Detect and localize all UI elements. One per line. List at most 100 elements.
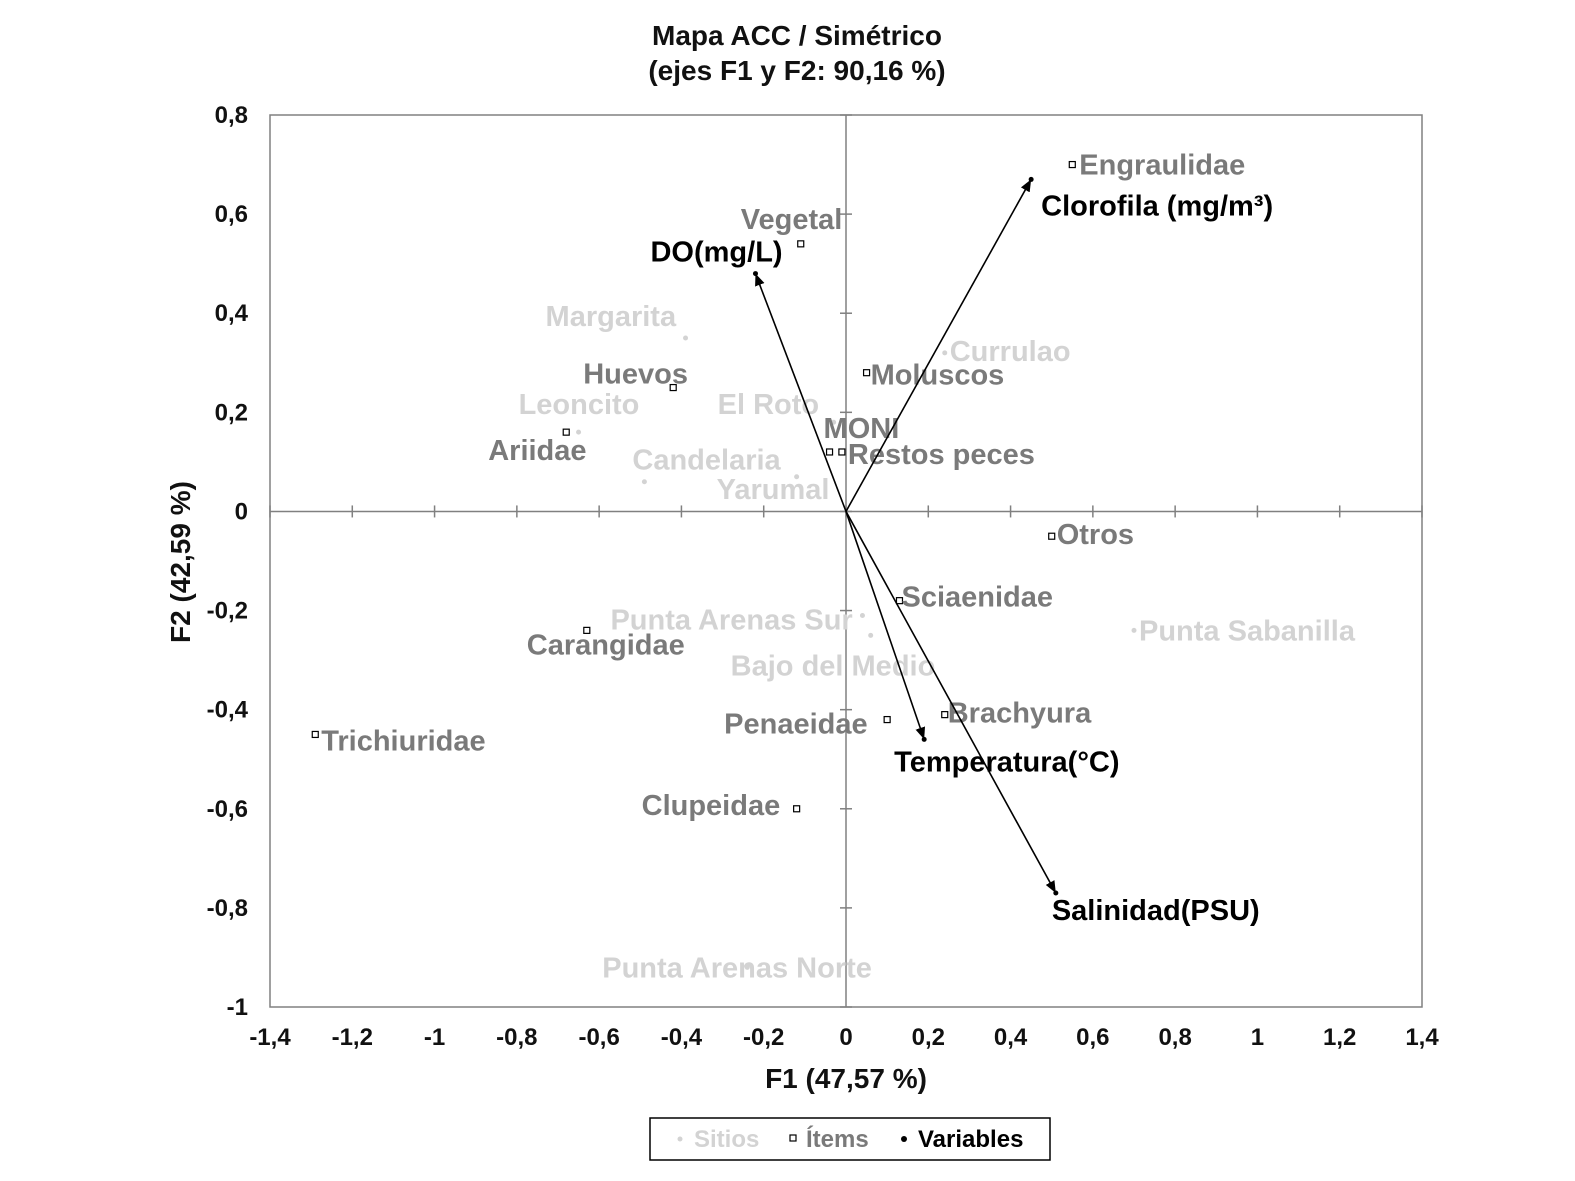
y-axis-title: F2 (42,59 %)	[165, 481, 196, 643]
site-point	[868, 632, 874, 638]
site-label: Bajo del Medio	[731, 650, 936, 682]
site-label: Candelaria	[632, 445, 781, 477]
x-tick-label: -0,8	[496, 1024, 537, 1051]
y-tick-label: 0,4	[215, 300, 249, 327]
x-tick-label: 1,2	[1323, 1024, 1356, 1051]
item-label: Trichiuridae	[321, 725, 485, 757]
legend-box	[649, 1117, 1051, 1161]
item-point	[825, 448, 834, 456]
y-tick-label: -0,2	[207, 598, 248, 625]
variable-point	[752, 271, 758, 277]
series-tems: Engraulidae Vegetal Huevos Moluscos Ariidae M…	[311, 150, 1245, 822]
x-tick-label: -1,4	[249, 1024, 291, 1051]
x-tick-label: 0	[839, 1024, 852, 1051]
legend-items-marker	[789, 1134, 797, 1142]
item-label: Otros	[1057, 519, 1134, 551]
x-tick-label: -0,2	[743, 1024, 784, 1051]
x-tick-label: -0,4	[661, 1024, 703, 1051]
item-label: Moluscos	[871, 360, 1005, 392]
axes-layer	[270, 115, 1422, 1007]
item-point	[583, 626, 591, 634]
x-tick-label: 0,8	[1158, 1024, 1191, 1051]
legend-sitios-label: Sitios	[694, 1126, 759, 1153]
series-variables: Clorofila (mg/m³) DO(mg/L) Temperatura(°C)…	[650, 176, 1273, 927]
variable-arrow	[845, 511, 1056, 894]
site-label: El Roto	[718, 389, 820, 421]
legend: Sitios Ítems Variables	[649, 1117, 1051, 1161]
site-label: Yarumal	[717, 474, 830, 506]
x-tick-label: -1,2	[332, 1024, 373, 1051]
variable-label: Temperatura(°C)	[894, 746, 1119, 778]
item-point	[1048, 532, 1056, 540]
item-point	[941, 711, 949, 719]
y-tick-label: -1	[227, 994, 248, 1021]
legend-items-label: Ítems	[806, 1125, 869, 1153]
y-tick-label: 0,2	[215, 399, 248, 426]
item-label: Brachyura	[948, 698, 1092, 730]
site-point	[576, 429, 582, 435]
item-label: Carangidae	[527, 629, 685, 661]
item-point	[562, 428, 570, 436]
x-axis-title: F1 (47,57 %)	[765, 1063, 927, 1094]
x-tick-label: 1,4	[1405, 1024, 1439, 1051]
variable-point	[1028, 176, 1034, 182]
variable-point	[921, 736, 927, 742]
y-tick-label: 0,8	[215, 102, 248, 129]
x-tick-label: 0,4	[994, 1024, 1028, 1051]
y-tick-label: 0	[235, 498, 248, 525]
site-label: Leoncito	[519, 389, 640, 421]
item-label: Clupeidae	[642, 790, 781, 822]
item-point	[793, 805, 801, 813]
site-point	[683, 335, 689, 341]
x-tick-label: -1	[424, 1024, 445, 1051]
variable-arrow	[845, 179, 1032, 512]
site-point	[744, 964, 750, 970]
item-label: Engraulidae	[1079, 150, 1245, 182]
ticks-layer: -1,4 -1,2 -1 -0,8 -0,6 -0,4 -0,2 0 0,2 0,4 0,6 0,8 1…	[207, 102, 1440, 1051]
series-sitios: Margarita Currulao Leoncito El Roto Candelar…	[519, 301, 1356, 984]
item-point	[1068, 160, 1076, 169]
item-point	[669, 383, 677, 392]
y-tick-label: 0,6	[215, 201, 248, 228]
item-point	[895, 597, 904, 605]
chart-subtitle: (ejes F1 y F2: 90,16 %)	[648, 55, 945, 86]
variable-label: DO(mg/L)	[650, 237, 782, 269]
variable-arrow	[755, 273, 847, 512]
variable-arrow	[845, 511, 926, 740]
site-label: Punta Sabanilla	[1139, 615, 1356, 647]
site-label: Margarita	[546, 301, 677, 333]
variable-label: Clorofila (mg/m³)	[1041, 190, 1273, 222]
item-label: Vegetal	[741, 204, 843, 236]
x-tick-label: 0,2	[912, 1024, 945, 1051]
item-point	[797, 240, 805, 248]
item-label: Ariidae	[488, 435, 586, 467]
legend-sitios-marker	[677, 1136, 683, 1142]
y-tick-label: -0,4	[207, 697, 249, 724]
site-point	[794, 474, 800, 480]
item-point	[838, 448, 846, 456]
variable-point	[1053, 890, 1059, 896]
item-point	[883, 715, 891, 724]
y-tick-label: -0,6	[207, 796, 248, 823]
site-point	[641, 479, 647, 485]
item-label: Restos peces	[848, 439, 1035, 471]
item-label: Huevos	[583, 359, 688, 391]
x-tick-label: -0,6	[578, 1024, 619, 1051]
y-tick-label: -0,8	[207, 895, 248, 922]
x-tick-label: 1	[1251, 1024, 1264, 1051]
item-point	[862, 369, 871, 377]
item-label: Sciaenidae	[901, 582, 1053, 614]
chart-title: Mapa ACC / Simétrico	[652, 20, 942, 51]
x-tick-label: 0,6	[1076, 1024, 1109, 1051]
site-label: Punta Arenas Norte	[602, 952, 872, 984]
item-point	[311, 730, 319, 739]
series-layer: Margarita Currulao Leoncito El Roto Candelar…	[311, 150, 1356, 984]
legend-variables-label: Variables	[918, 1126, 1023, 1153]
site-point	[831, 419, 837, 425]
variable-label: Salinidad(PSU)	[1052, 895, 1260, 927]
site-point	[942, 350, 948, 356]
legend-variables-marker	[901, 1136, 907, 1142]
item-label: Penaeidae	[724, 709, 867, 741]
site-label: Currulao	[950, 336, 1071, 368]
